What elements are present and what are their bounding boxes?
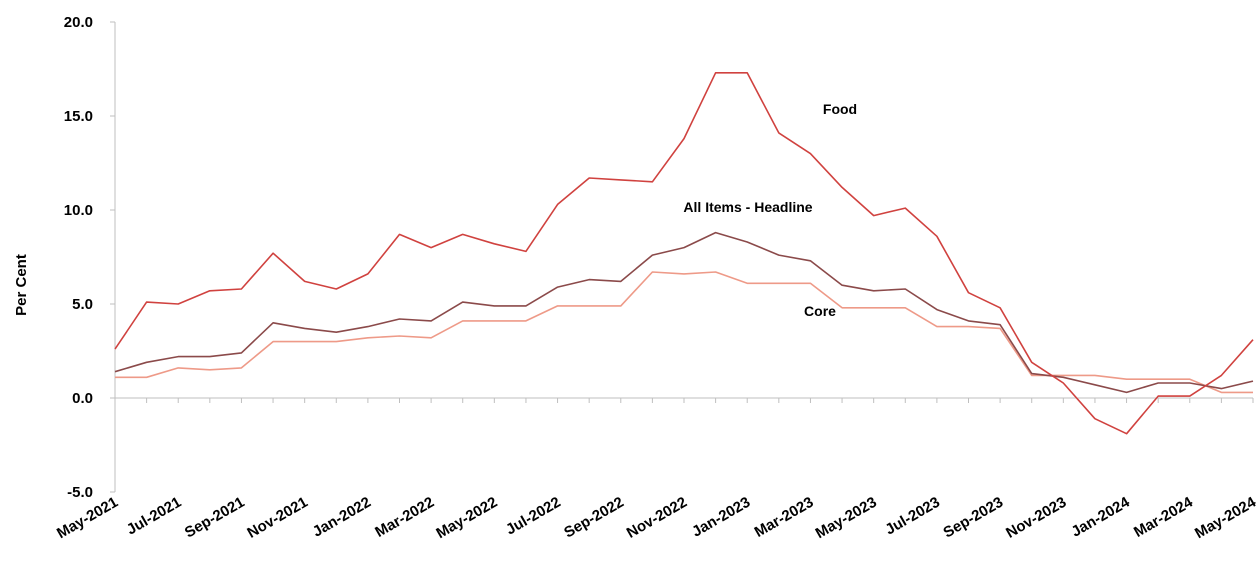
y-tick-label: -5.0	[67, 484, 93, 501]
x-tick-label: Mar-2023	[752, 494, 817, 541]
series-line-food	[114, 72, 1254, 435]
series-labels: Food All Items - Headline Core	[683, 101, 857, 319]
y-tick-label: 10.0	[64, 202, 93, 219]
y-tick-label: 5.0	[72, 296, 93, 313]
x-tick-label: Mar-2022	[372, 494, 437, 541]
series-line-core	[115, 271, 1253, 394]
x-tick-label: Jul-2023	[882, 494, 943, 539]
y-axis-ticks: 20.0 15.0 10.0 5.0 0.0 -5.0	[64, 14, 115, 501]
x-tick-label: Jul-2022	[503, 494, 564, 539]
x-tick-label: Mar-2024	[1131, 493, 1196, 541]
x-tick-label: Jan-2022	[310, 494, 374, 541]
axes	[114, 22, 1253, 492]
x-tick-label: Nov-2023	[1003, 494, 1069, 542]
x-tick-label: Sep-2022	[561, 494, 627, 542]
x-tick-label: May-2022	[433, 494, 500, 542]
y-axis-title: Per Cent	[13, 254, 30, 316]
x-tick-label: Nov-2021	[244, 494, 310, 542]
x-tick-label: Sep-2021	[182, 494, 248, 542]
x-tick-label: Jan-2023	[689, 494, 753, 541]
x-tick-label: Jul-2021	[124, 494, 185, 539]
series-line-all-items-headline	[114, 231, 1254, 394]
x-tick-label: May-2021	[54, 494, 121, 542]
x-tick-label: Nov-2022	[624, 494, 690, 542]
x-tick-label: Sep-2023	[941, 494, 1007, 542]
series-label: Food	[823, 101, 857, 117]
x-tick-label: May-2024	[1192, 493, 1258, 542]
x-tick-label: May-2023	[813, 494, 880, 542]
y-tick-label: 15.0	[64, 108, 93, 125]
series-label: All Items - Headline	[683, 199, 812, 215]
y-tick-label: 0.0	[72, 390, 93, 407]
x-tick-label: Jan-2024	[1068, 493, 1133, 540]
y-tick-label: 20.0	[64, 14, 93, 31]
series-label: Core	[804, 303, 836, 319]
series-lines	[114, 72, 1254, 435]
